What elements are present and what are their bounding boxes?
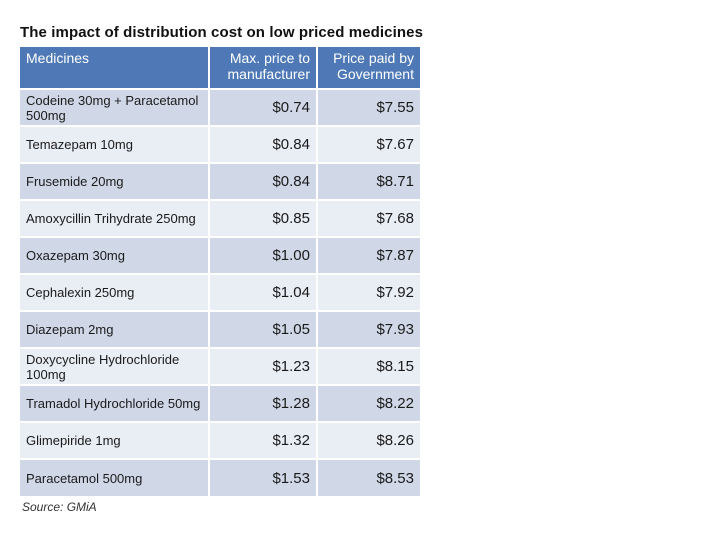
max-price-cell: $1.53 <box>209 458 318 496</box>
gov-price-cell: $8.15 <box>317 347 420 385</box>
gov-price-cell: $8.22 <box>317 384 420 422</box>
column-header-gov-price: Price paid by Government <box>317 47 420 89</box>
table-row: Codeine 30mg + Paracetamol 500mg $0.74 $7.… <box>20 88 420 126</box>
gov-price-cell: $7.67 <box>317 125 420 163</box>
medicine-name-cell: Cephalexin 250mg <box>20 273 210 311</box>
table-row: Diazepam 2mg $1.05 $7.93 <box>20 310 420 348</box>
table-row: Temazepam 10mg $0.84 $7.67 <box>20 125 420 163</box>
table-body: Codeine 30mg + Paracetamol 500mg $0.74 $7.… <box>20 88 420 496</box>
medicine-name-cell: Oxazepam 30mg <box>20 236 210 274</box>
table-row: Frusemide 20mg $0.84 $8.71 <box>20 162 420 200</box>
medicine-name-cell: Paracetamol 500mg <box>20 458 210 496</box>
max-price-cell: $1.04 <box>209 273 318 311</box>
gov-price-cell: $7.87 <box>317 236 420 274</box>
max-price-cell: $1.00 <box>209 236 318 274</box>
max-price-cell: $0.74 <box>209 88 318 126</box>
table-row: Paracetamol 500mg $1.53 $8.53 <box>20 458 420 496</box>
gov-price-cell: $7.93 <box>317 310 420 348</box>
table-header-row: Medicines Max. price to manufacturer Pri… <box>20 47 420 89</box>
medicine-price-table: Medicines Max. price to manufacturer Pri… <box>20 47 420 496</box>
medicine-name-cell: Diazepam 2mg <box>20 310 210 348</box>
medicine-name-cell: Glimepiride 1mg <box>20 421 210 459</box>
medicine-name-cell: Codeine 30mg + Paracetamol 500mg <box>20 88 210 126</box>
medicine-name-cell: Doxycycline Hydrochloride 100mg <box>20 347 210 385</box>
gov-price-cell: $8.26 <box>317 421 420 459</box>
medicine-name-cell: Temazepam 10mg <box>20 125 210 163</box>
gov-price-cell: $8.53 <box>317 458 420 496</box>
chart-title: The impact of distribution cost on low p… <box>20 24 424 41</box>
table-row: Doxycycline Hydrochloride 100mg $1.23 $8.1… <box>20 347 420 385</box>
column-header-medicines: Medicines <box>20 47 210 89</box>
gov-price-cell: $7.55 <box>317 88 420 126</box>
medicine-name-cell: Amoxycillin Trihydrate 250mg <box>20 199 210 237</box>
max-price-cell: $0.85 <box>209 199 318 237</box>
column-header-max-price: Max. price to manufacturer <box>209 47 318 89</box>
table-row: Cephalexin 250mg $1.04 $7.92 <box>20 273 420 311</box>
gov-price-cell: $8.71 <box>317 162 420 200</box>
table-row: Oxazepam 30mg $1.00 $7.87 <box>20 236 420 274</box>
medicine-name-cell: Frusemide 20mg <box>20 162 210 200</box>
gov-price-cell: $7.68 <box>317 199 420 237</box>
max-price-cell: $1.28 <box>209 384 318 422</box>
source-note: Source: GMiA <box>22 500 97 514</box>
gov-price-cell: $7.92 <box>317 273 420 311</box>
table-row: Tramadol Hydrochloride 50mg $1.28 $8.22 <box>20 384 420 422</box>
table-row: Amoxycillin Trihydrate 250mg $0.85 $7.68 <box>20 199 420 237</box>
max-price-cell: $1.32 <box>209 421 318 459</box>
max-price-cell: $0.84 <box>209 162 318 200</box>
table-row: Glimepiride 1mg $1.32 $8.26 <box>20 421 420 459</box>
max-price-cell: $0.84 <box>209 125 318 163</box>
max-price-cell: $1.23 <box>209 347 318 385</box>
medicine-name-cell: Tramadol Hydrochloride 50mg <box>20 384 210 422</box>
max-price-cell: $1.05 <box>209 310 318 348</box>
